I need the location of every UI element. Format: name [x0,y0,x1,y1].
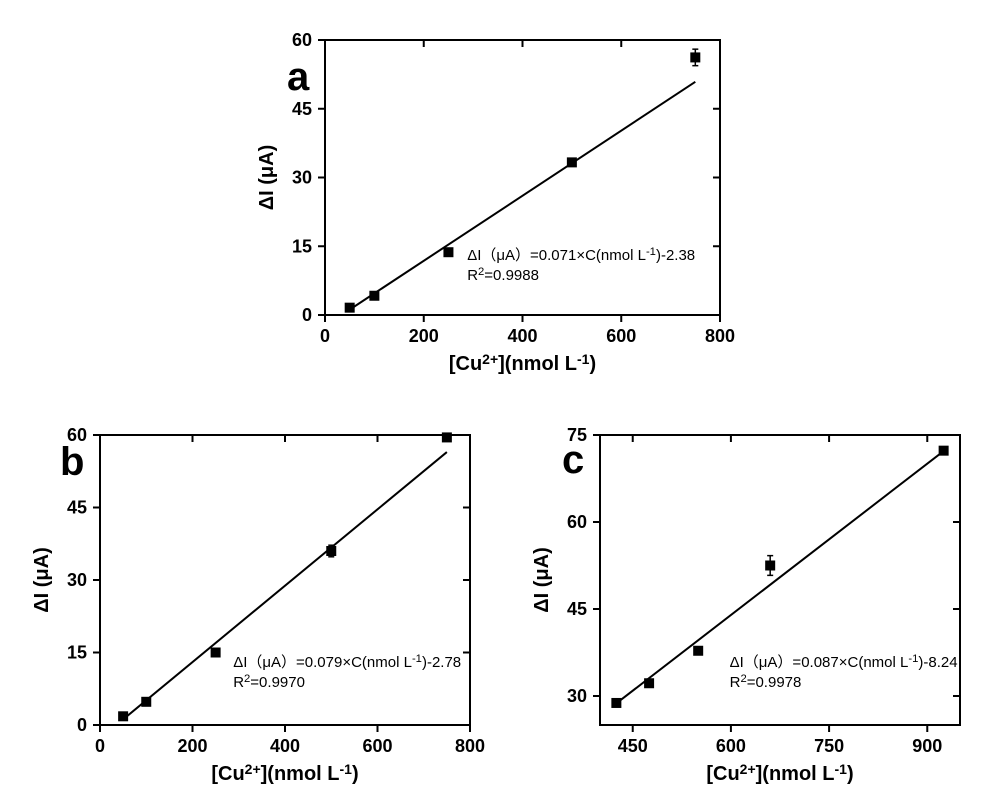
panel-label: b [60,440,84,484]
panel-c: 45060075090030456075[Cu2+](nmol L-1)ΔI (… [520,415,990,795]
xtick-label: 0 [95,736,105,756]
ytick-label: 60 [567,512,587,532]
fit-equation: ΔI（μA）=0.071×C(nmol L-1)-2.38 [467,246,695,264]
ytick-label: 30 [67,570,87,590]
data-point [442,432,452,442]
fit-equation: ΔI（μA）=0.087×C(nmol L-1)-8.24 [730,653,958,671]
xtick-label: 600 [362,736,392,756]
data-point [644,678,654,688]
xtick-label: 200 [177,736,207,756]
panel-a: 0 200 400 600 800 0 15 30 45 60 [Cu2+](nmol L-1) ΔI… [240,10,760,380]
chart-b: 0200400600800015304560[Cu2+](nmol L-1)ΔI… [20,415,500,795]
xtick-label: 200 [409,326,439,346]
chart-c: 45060075090030456075[Cu2+](nmol L-1)ΔI (… [520,415,990,795]
r-squared: R2=0.9978 [730,673,802,691]
y-axis-label: ΔI (μA) [531,547,553,613]
data-point [567,157,577,167]
xtick-label: 0 [320,326,330,346]
data-point [765,561,775,571]
data-point [693,646,703,656]
x-axis-label: [Cu2+](nmol L-1) [449,351,596,375]
y-axis-label: ΔI (μA) [256,145,278,211]
data-point [326,546,336,556]
fit-equation: ΔI（μA）=0.079×C(nmol L-1)-2.78 [233,653,461,671]
r-squared: R2=0.9970 [233,673,305,691]
data-point [345,303,355,313]
xtick-label: 400 [270,736,300,756]
xtick-label: 900 [912,736,942,756]
xtick-label: 400 [507,326,537,346]
xtick-label: 750 [814,736,844,756]
ytick-label: 45 [67,498,87,518]
data-point [118,711,128,721]
y-axis-label: ΔI (μA) [31,547,53,613]
ytick-label: 60 [292,30,312,50]
ytick-label: 30 [292,168,312,188]
data-point [211,648,221,658]
ytick-label: 0 [302,305,312,325]
panel-label: c [562,438,584,482]
data-point [690,52,700,62]
ytick-label: 45 [292,99,312,119]
xtick-label: 800 [705,326,735,346]
ytick-label: 15 [292,236,312,256]
xtick-label: 450 [618,736,648,756]
panel-label: a [287,55,310,99]
chart-a: 0 200 400 600 800 0 15 30 45 60 [Cu2+](nmol L-1) ΔI… [240,10,760,380]
data-point [141,697,151,707]
xtick-label: 600 [716,736,746,756]
r-squared: R2=0.9988 [467,266,539,284]
data-point [939,446,949,456]
panel-b: 0200400600800015304560[Cu2+](nmol L-1)ΔI… [20,415,500,795]
x-axis-label: [Cu2+](nmol L-1) [211,761,358,785]
data-point [611,698,621,708]
figure-root: 0200400600800015304560[Cu2+](nmol L-1)ΔI… [0,0,1000,810]
xtick-label: 800 [455,736,485,756]
ytick-label: 0 [77,715,87,735]
x-axis-label: [Cu2+](nmol L-1) [706,761,853,785]
ytick-label: 45 [567,599,587,619]
data-point [443,247,453,257]
data-point [369,291,379,301]
ytick-label: 15 [67,643,87,663]
ytick-label: 30 [567,686,587,706]
xtick-label: 600 [606,326,636,346]
